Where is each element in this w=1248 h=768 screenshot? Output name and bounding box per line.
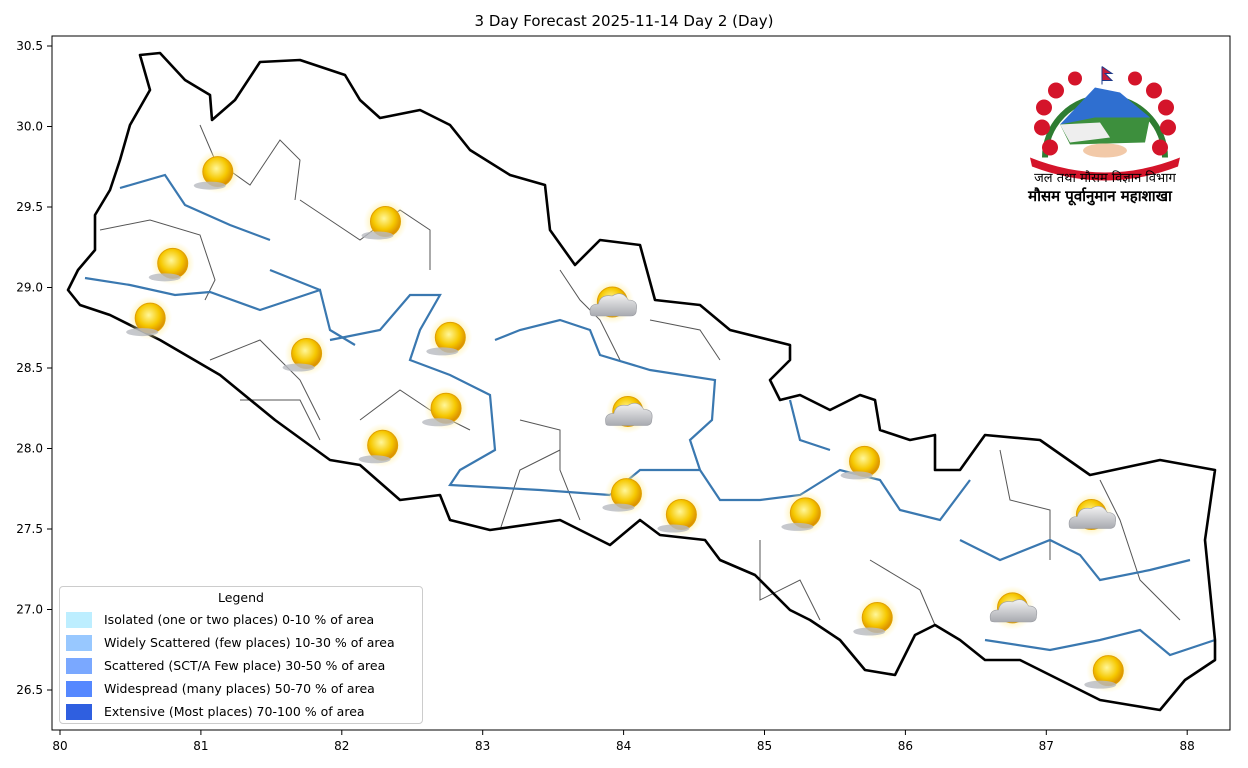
- x-tick-label: 85: [757, 739, 772, 753]
- x-tick-label: 82: [334, 739, 349, 753]
- sunny-icon: [1084, 648, 1131, 693]
- sunny-icon: [361, 199, 408, 244]
- forecast-icons: [126, 149, 1131, 693]
- partly-cloudy-icon: [989, 585, 1038, 630]
- y-tick-label: 27.5: [16, 522, 43, 536]
- rhododendron-wreath-icon: [1034, 71, 1176, 158]
- x-tick-label: 83: [475, 739, 490, 753]
- province-line: [269, 268, 321, 292]
- legend-item-widespread: Widespread (many places) 50-70 % of area: [60, 677, 422, 700]
- sunny-icon: [426, 315, 473, 360]
- legend-swatch: [66, 657, 92, 674]
- legend-item-widely-scattered: Widely Scattered (few places) 10-30 % of…: [60, 631, 422, 654]
- sunny-icon: [781, 490, 828, 535]
- x-tick-label: 81: [193, 739, 208, 753]
- legend-swatch: [66, 634, 92, 651]
- district-line: [999, 449, 1051, 560]
- legend-label: Extensive (Most places) 70-100 % of area: [104, 704, 365, 719]
- nepal-border: [66, 51, 1217, 712]
- province-line: [329, 293, 611, 497]
- legend-label: Scattered (SCT/A Few place) 30-50 % of a…: [104, 658, 386, 673]
- province-boundaries: [84, 173, 1216, 657]
- legend-swatch: [66, 611, 92, 628]
- district-line: [209, 339, 321, 421]
- sunny-icon: [657, 492, 704, 537]
- sunny-icon: [853, 595, 900, 640]
- legend-title: Legend: [218, 590, 264, 605]
- x-axis: 80 81 82 83 84 85 86 87 88: [52, 730, 1195, 753]
- sunny-icon: [148, 241, 195, 286]
- y-axis: 26.5 27.0 27.5 28.0 28.5 29.0 29.5 30.0 30.5: [16, 39, 52, 697]
- district-line: [240, 399, 321, 441]
- sunny-icon: [358, 423, 405, 468]
- legend-item-extensive: Extensive (Most places) 70-100 % of area: [60, 700, 422, 723]
- handshake-icon: [1083, 143, 1127, 158]
- sunny-icon: [126, 296, 173, 341]
- y-tick-label: 30.5: [16, 39, 43, 53]
- district-line: [869, 559, 936, 626]
- department-name: जल तथा मौसम विज्ञान विभाग: [1034, 171, 1176, 186]
- district-line: [1099, 479, 1181, 621]
- partly-cloudy-icon: [1068, 492, 1117, 537]
- y-tick-label: 28.0: [16, 442, 43, 456]
- partly-cloudy-icon: [605, 389, 653, 434]
- map-title: 3 Day Forecast 2025-11-14 Day 2 (Day): [474, 12, 774, 30]
- legend-item-isolated: Isolated (one or two places) 0-10 % of a…: [60, 608, 422, 631]
- y-tick-label: 27.0: [16, 603, 43, 617]
- legend: Legend Isolated (one or two places) 0-10…: [59, 586, 423, 724]
- x-tick-label: 87: [1039, 739, 1054, 753]
- x-tick-label: 86: [898, 739, 913, 753]
- district-line: [499, 449, 561, 531]
- district-line: [649, 319, 721, 361]
- legend-label: Isolated (one or two places) 0-10 % of a…: [104, 612, 375, 627]
- province-line: [788, 399, 831, 452]
- x-tick-label: 80: [52, 739, 67, 753]
- y-tick-label: 30.0: [16, 120, 43, 134]
- district-line: [759, 540, 821, 621]
- district-line: [519, 419, 581, 521]
- legend-label: Widespread (many places) 50-70 % of area: [104, 681, 375, 696]
- sunny-icon: [193, 149, 240, 194]
- province-line: [119, 173, 271, 242]
- y-tick-label: 29.5: [16, 200, 43, 214]
- legend-swatch: [66, 680, 92, 697]
- province-line: [959, 538, 1191, 582]
- government-emblem-logo: [1030, 66, 1180, 181]
- x-tick-label: 88: [1180, 739, 1195, 753]
- plot-frame: [51, 35, 1231, 731]
- division-name: मौसम पूर्वानुमान महाशाखा: [1028, 187, 1172, 205]
- legend-item-scattered: Scattered (SCT/A Few place) 30-50 % of a…: [60, 654, 422, 677]
- x-tick-label: 84: [616, 739, 631, 753]
- motto-ribbon: [1030, 157, 1180, 181]
- province-line: [494, 318, 717, 471]
- district-line: [99, 219, 216, 301]
- legend-label: Widely Scattered (few places) 10-30 % of…: [104, 635, 395, 650]
- y-tick-label: 26.5: [16, 683, 43, 697]
- y-tick-label: 29.0: [16, 281, 43, 295]
- province-line: [984, 628, 1216, 657]
- sunny-icon: [602, 471, 649, 516]
- sunny-icon: [422, 386, 469, 431]
- legend-swatch: [66, 703, 92, 720]
- province-line: [84, 276, 356, 346]
- y-tick-label: 28.5: [16, 361, 43, 375]
- sunny-icon: [282, 331, 329, 376]
- partly-cloudy-icon: [589, 279, 637, 324]
- sunny-icon: [840, 439, 887, 484]
